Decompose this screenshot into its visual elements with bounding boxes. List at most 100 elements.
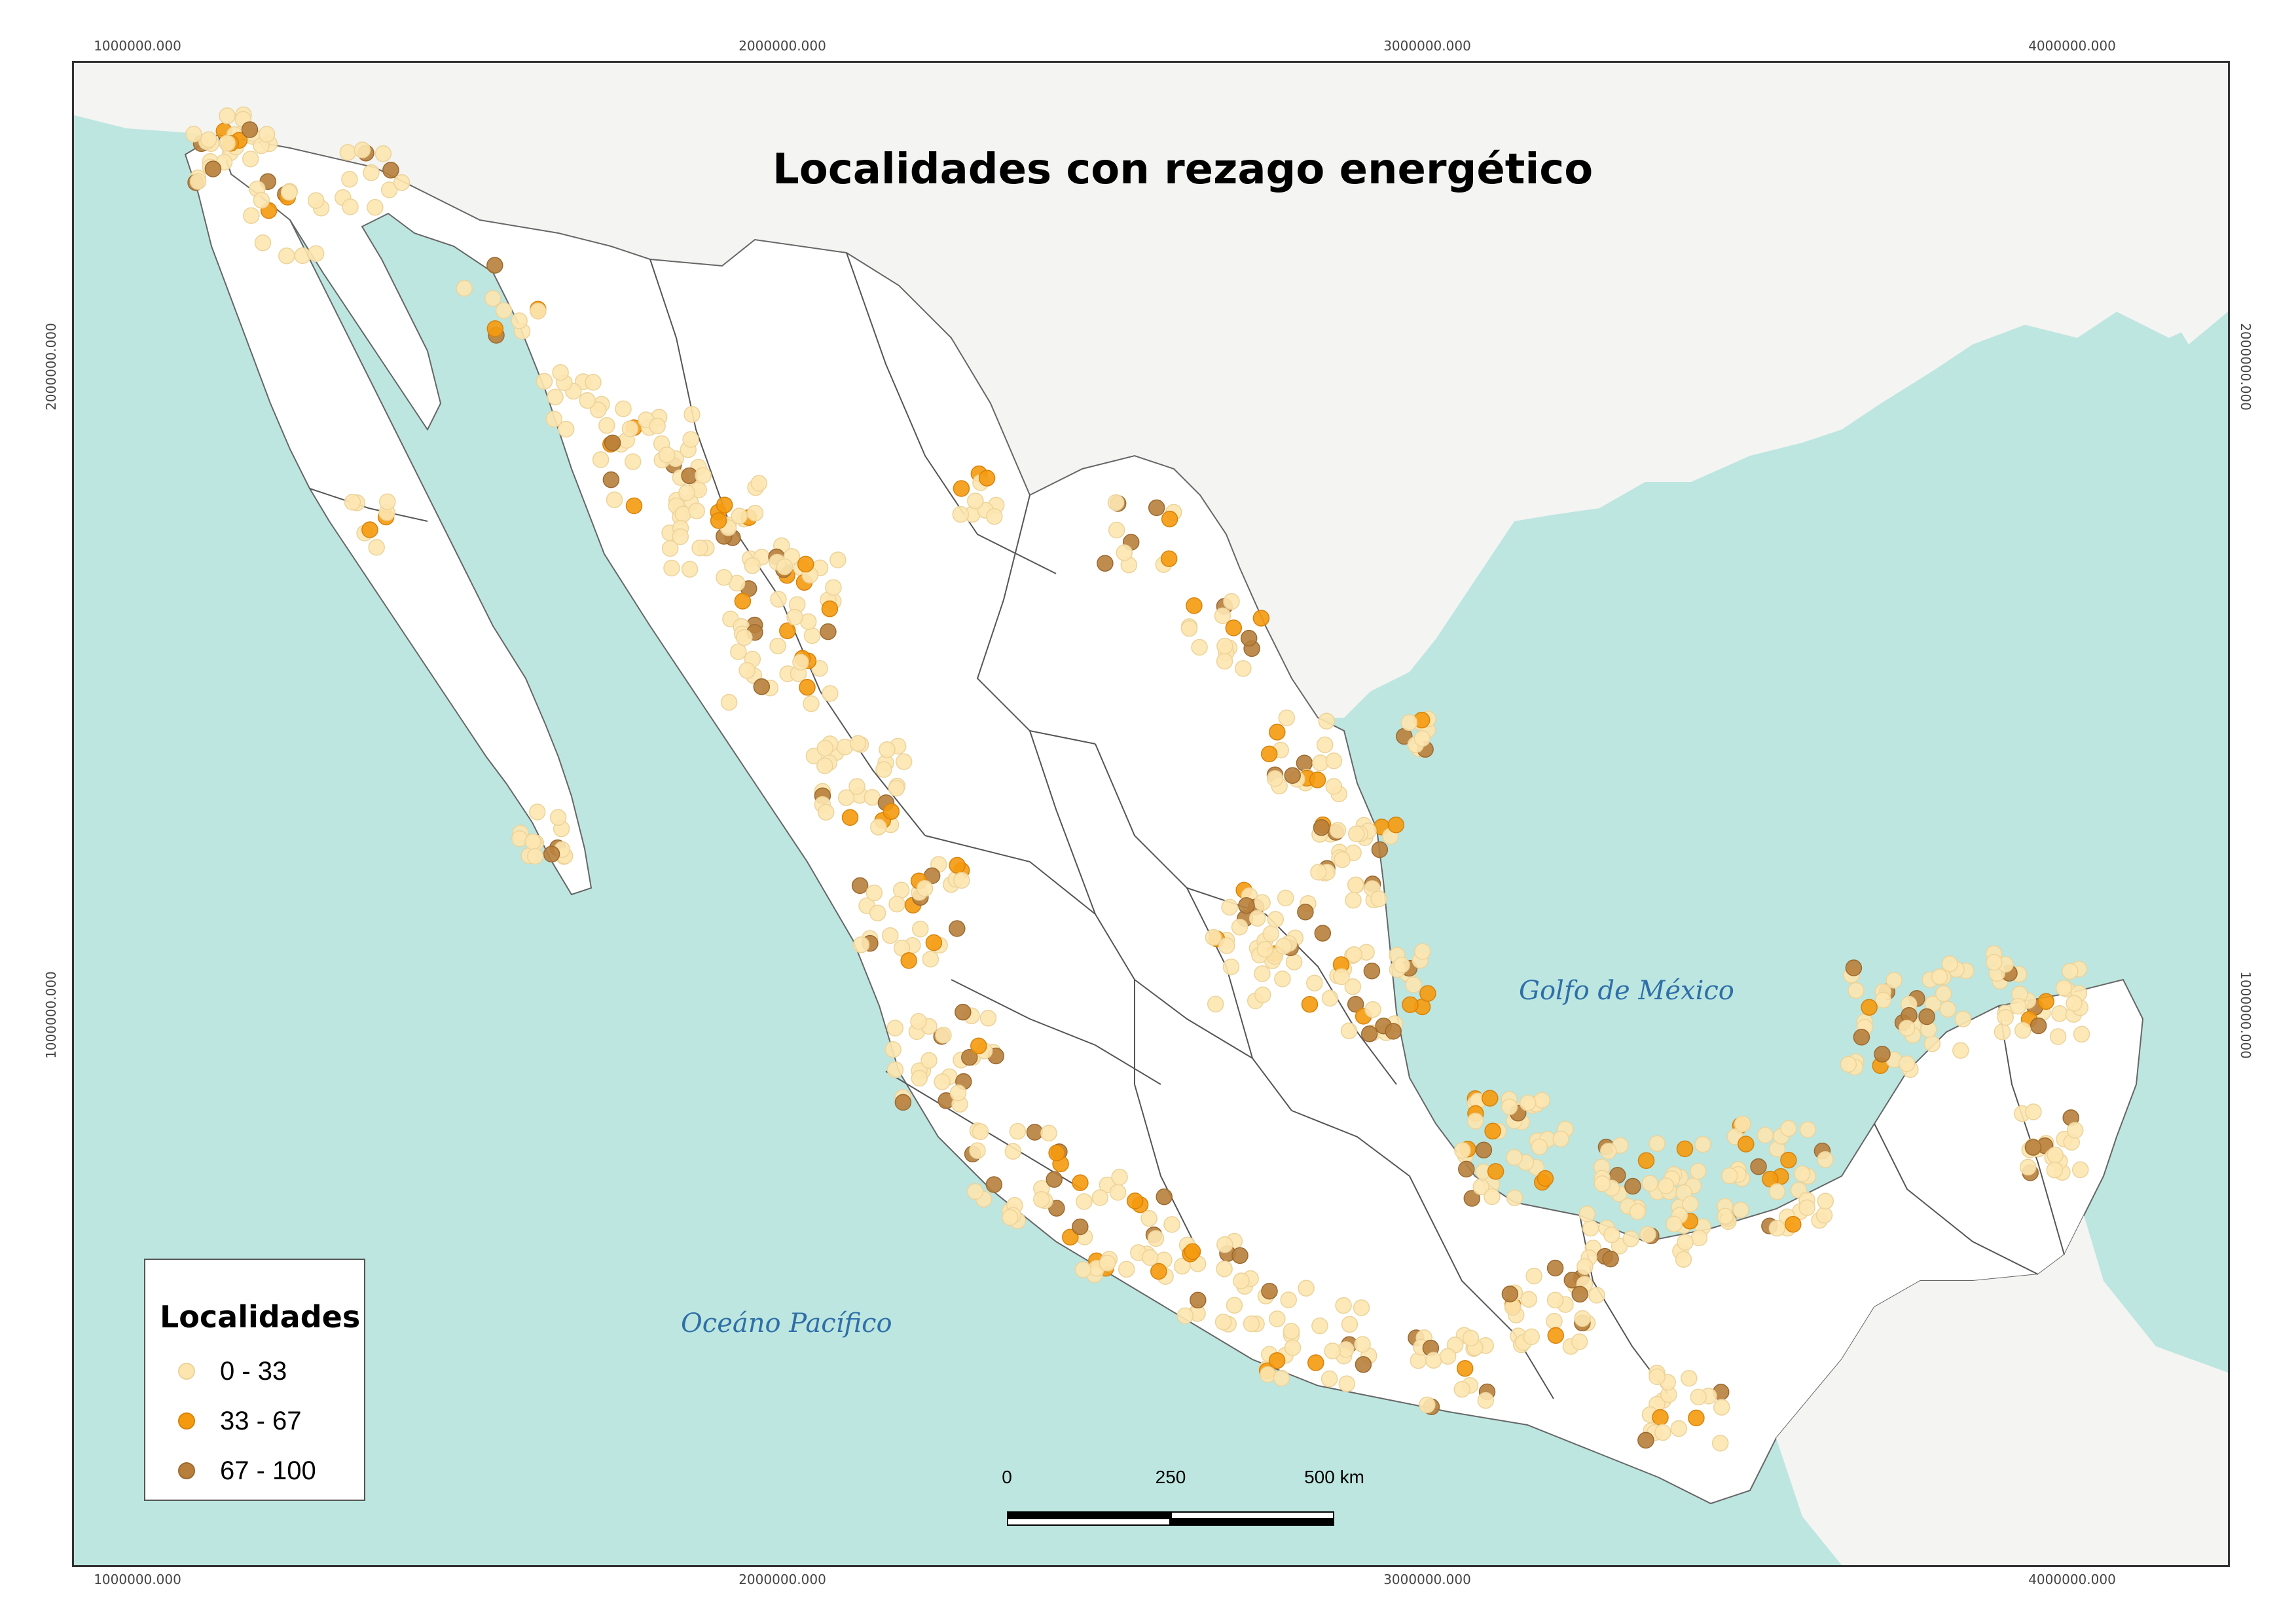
locality-point [557, 420, 575, 438]
locality-point [716, 496, 733, 513]
locality-point [382, 162, 399, 179]
locality-point [1238, 897, 1255, 914]
locality-point [1387, 816, 1405, 834]
locality-point [278, 247, 295, 265]
locality-point [1341, 1316, 1358, 1333]
locality-point [2062, 963, 2079, 980]
locality-point [1546, 1312, 1563, 1330]
locality-point [1923, 1035, 1941, 1052]
locality-point [972, 1123, 989, 1140]
locality-point [1994, 1024, 2011, 1041]
locality-point [1793, 1165, 1811, 1183]
locality-point [1156, 1188, 1173, 1206]
locality-point [1519, 1094, 1537, 1111]
locality-point [1269, 1310, 1286, 1327]
locality-point [837, 789, 855, 806]
locality-point [598, 416, 615, 434]
locality-point [219, 134, 236, 152]
locality-point [803, 627, 821, 644]
locality-point [1118, 1261, 1135, 1278]
locality-point [1780, 1120, 1797, 1137]
locality-point [1641, 1175, 1658, 1192]
gulf-of-mexico-label: Golfo de México [1519, 976, 1734, 1006]
locality-point [1690, 1388, 1707, 1406]
locality-point [1402, 996, 1419, 1013]
locality-point [730, 643, 747, 660]
locality-point [1207, 995, 1224, 1013]
locality-point [1405, 976, 1422, 993]
locality-point [894, 1094, 912, 1111]
locality-point [1657, 1177, 1675, 1194]
locality-point [1248, 910, 1266, 927]
locality-point [1453, 1380, 1470, 1398]
locality-point [822, 685, 839, 702]
locality-point [1072, 1218, 1089, 1236]
locality-point [1338, 1375, 1355, 1392]
locality-point [1108, 521, 1125, 539]
locality-point [530, 303, 547, 320]
locality-point [1048, 1200, 1065, 1217]
locality-point [342, 198, 359, 215]
map-canvas[interactable] [74, 63, 2228, 1565]
locality-point [1546, 1291, 1564, 1309]
coord-bottom-1: 1000000.000 [94, 1572, 181, 1587]
locality-point [1713, 1399, 1730, 1416]
locality-point [1690, 1229, 1708, 1247]
legend-label-high: 67 - 100 [220, 1456, 316, 1485]
locality-point [1886, 972, 1903, 989]
locality-point [189, 173, 207, 190]
locality-point [590, 401, 607, 418]
locality-point [895, 753, 913, 770]
locality-point [1475, 1141, 1493, 1158]
locality-point [1721, 1167, 1738, 1185]
locality-point [1186, 597, 1203, 614]
locality-point [1278, 709, 1296, 726]
coord-right-1: 2000000.000 [2238, 323, 2253, 411]
locality-point [1141, 1249, 1159, 1266]
locality-point [744, 557, 761, 574]
locality-point [851, 877, 869, 895]
locality-point [536, 373, 553, 390]
locality-point [1284, 1339, 1302, 1356]
locality-point [1150, 1263, 1167, 1280]
locality-point [1941, 955, 1958, 972]
locality-point [354, 141, 371, 158]
locality-point [848, 778, 866, 795]
central-america [1776, 1215, 2228, 1565]
locality-point [1525, 1267, 1542, 1285]
coord-bottom-2: 2000000.000 [738, 1572, 826, 1587]
locality-point [820, 623, 837, 640]
locality-point [1046, 1171, 1063, 1188]
locality-point [604, 434, 621, 452]
coord-bottom-4: 4000000.000 [2028, 1572, 2116, 1587]
locality-point [1285, 953, 1303, 970]
locality-point [1624, 1177, 1641, 1195]
locality-point [649, 417, 666, 435]
locality-point [243, 207, 260, 224]
locality-point [606, 491, 623, 508]
locality-point [1472, 1178, 1489, 1196]
locality-point [1520, 1291, 1537, 1308]
locality-point [1026, 1124, 1044, 1141]
locality-point [344, 494, 361, 511]
scale-bar: 0 250 500 km [1002, 1467, 1364, 1539]
locality-point [1675, 1251, 1692, 1268]
locality-point [2024, 1139, 2042, 1156]
locality-point [1393, 956, 1410, 974]
locality-point [1370, 890, 1387, 908]
locality-point [883, 803, 900, 820]
locality-point [219, 107, 236, 124]
locality-point [1853, 1029, 1870, 1046]
locality-point [1874, 991, 1892, 1009]
locality-point [2014, 1022, 2032, 1039]
locality-point [681, 561, 699, 578]
locality-point [911, 920, 929, 938]
locality-point [1284, 767, 1301, 784]
locality-point [969, 1142, 986, 1159]
locality-point [1348, 825, 1365, 843]
locality-point [393, 174, 410, 191]
locality-point [1344, 978, 1362, 995]
locality-point [1009, 1122, 1027, 1140]
map-frame[interactable] [72, 61, 2230, 1567]
locality-point [1574, 1310, 1591, 1327]
